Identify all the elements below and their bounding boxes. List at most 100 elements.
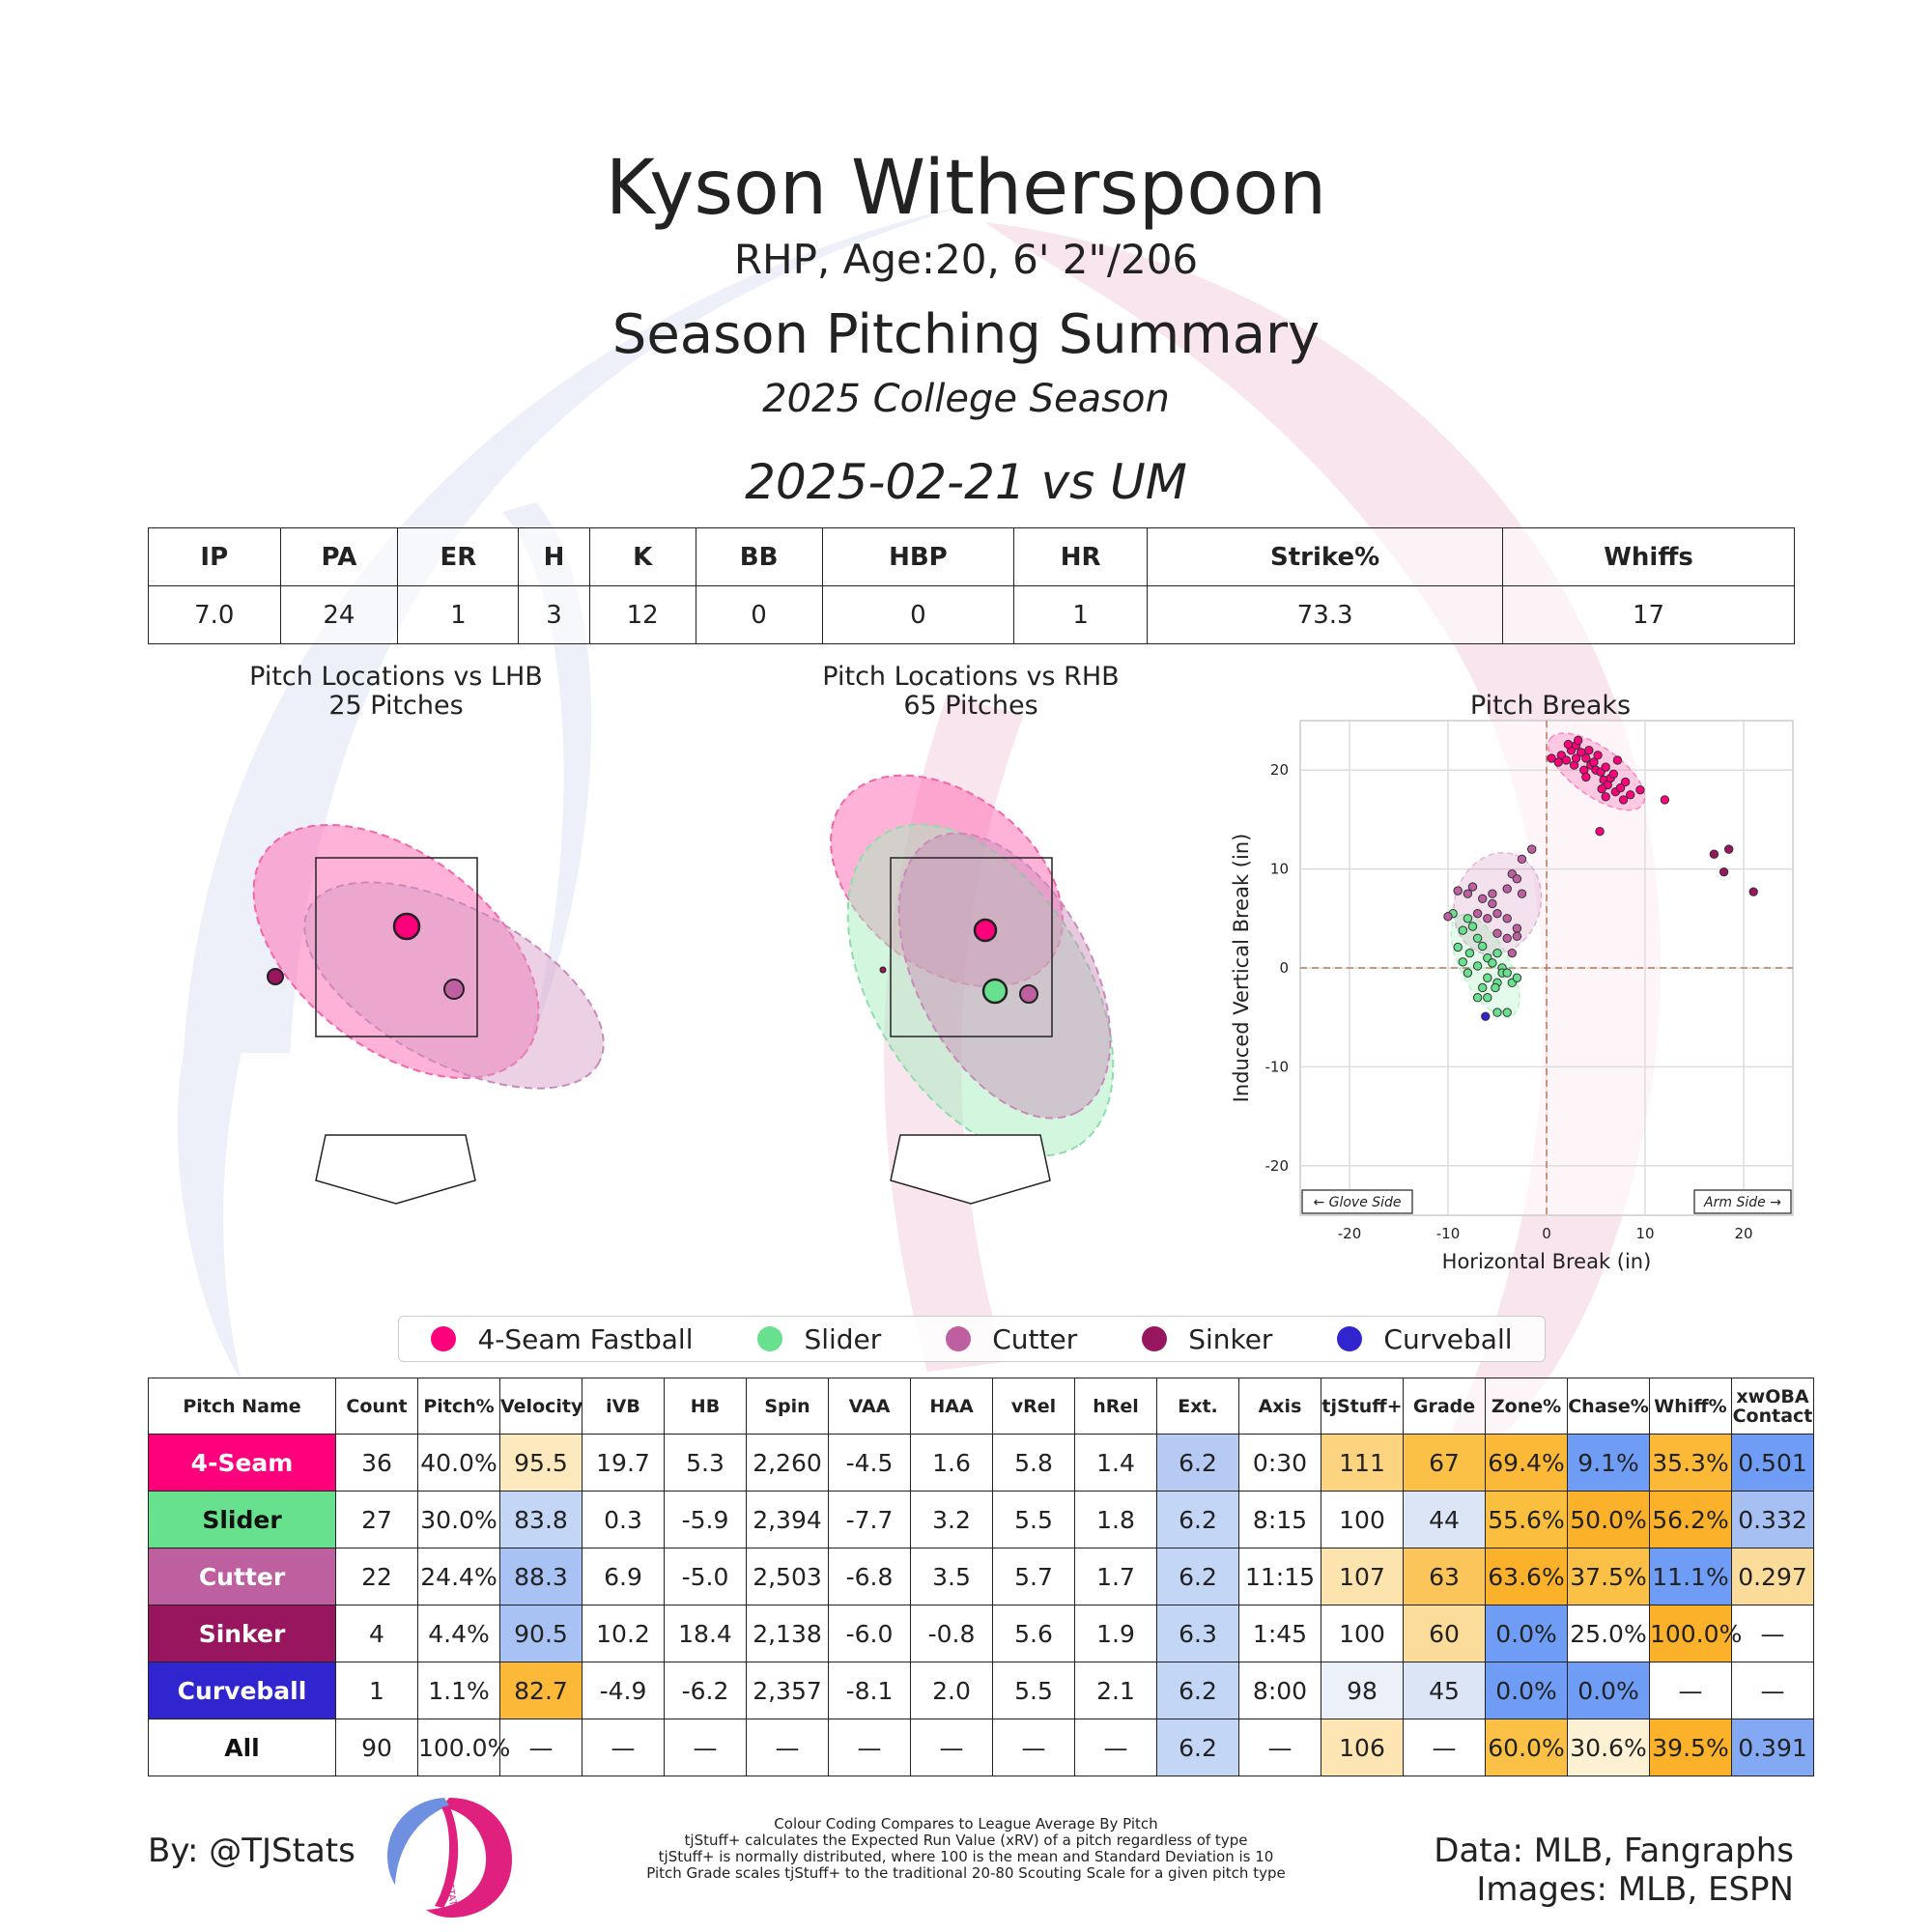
- pitch-table-header-cell: iVB: [582, 1378, 665, 1435]
- pitch-table-cell: 44: [1403, 1491, 1486, 1548]
- pitch-table-cell: 11.1%: [1649, 1548, 1732, 1605]
- pitch-table-cell: 24.4%: [417, 1548, 500, 1605]
- pitch-table-cell: 6.2: [1156, 1491, 1239, 1548]
- player-bio: RHP, Age:20, 6' 2"/206: [733, 236, 1199, 283]
- stat-value: 0: [695, 585, 823, 644]
- pitch-table-cell: —: [1074, 1719, 1157, 1776]
- pitch-table-cell: 2,394: [746, 1491, 829, 1548]
- break-point: [1453, 942, 1463, 952]
- cutter-mean-marker: [443, 979, 465, 1000]
- pitch-table-cell: -5.0: [664, 1548, 747, 1605]
- pitch-table-cell: 3.5: [910, 1548, 993, 1605]
- pitch-metrics-table: Pitch Name Count Pitch% Velocity iVB HB Spin VA…: [148, 1378, 1814, 1776]
- footnote: Pitch Grade scales tjStuff+ to the tradi…: [646, 1864, 1286, 1882]
- sinker-mean-marker: [879, 966, 887, 974]
- pitch-table-header-cell: Pitch Name: [148, 1378, 336, 1435]
- pitch-table-cell: 36: [335, 1434, 418, 1492]
- break-point: [1478, 941, 1488, 952]
- pitch-table-cell: —: [1731, 1662, 1814, 1719]
- break-point: [1491, 982, 1500, 993]
- break-point: [1620, 777, 1631, 787]
- pitch-table-cell: 100: [1321, 1605, 1404, 1662]
- pitch-table-cell: 27: [335, 1491, 418, 1548]
- stat-header: HBP: [821, 527, 1015, 586]
- stat-header: HR: [1013, 527, 1149, 586]
- rhb-location-chart: [830, 774, 1115, 1205]
- break-point: [1608, 769, 1619, 779]
- pitch-table-cell: 63.6%: [1485, 1548, 1568, 1605]
- pitch-table-cell: 0.0%: [1485, 1605, 1568, 1662]
- pitch-table-cell: 1: [335, 1662, 418, 1719]
- y-tick-label: 10: [1270, 861, 1289, 878]
- pitch-table-cell: 0.0%: [1567, 1662, 1650, 1719]
- pitch-table-cell: 100.0%: [1649, 1605, 1742, 1662]
- legend-dot: [757, 1326, 783, 1351]
- break-point: [1443, 912, 1453, 922]
- home-plate: [890, 1134, 1051, 1205]
- break-point: [1527, 844, 1537, 854]
- pitch-table-cell: 2.1: [1074, 1662, 1157, 1719]
- pitch-table-cell: 2.0: [910, 1662, 993, 1719]
- pitch-table-cell: -6.8: [828, 1548, 911, 1605]
- stat-value: 7.0: [148, 585, 281, 644]
- pitch-table-cell: 5.5: [992, 1662, 1075, 1719]
- pitch-table-cell: 35.3%: [1649, 1434, 1732, 1492]
- break-point: [1502, 933, 1512, 943]
- pitch-table-cell: 6.3: [1156, 1605, 1239, 1662]
- data-sources: Data: MLB, Fangraphs Images: MLB, ESPN: [1434, 1832, 1794, 1909]
- pitch-table-cell: 37.5%: [1567, 1548, 1650, 1605]
- break-point: [1571, 753, 1581, 763]
- rhb-panel-title: Pitch Locations vs RHB 65 Pitches: [763, 663, 1179, 721]
- images-source-line: Images: MLB, ESPN: [1476, 1870, 1794, 1909]
- pitch-table-cell: 6.2: [1156, 1662, 1239, 1719]
- x-tick-label: 0: [1542, 1225, 1551, 1242]
- tjstats-logo: STATS: [387, 1798, 512, 1918]
- break-point: [1472, 993, 1483, 1003]
- stat-value: 1: [1013, 585, 1149, 644]
- legend-dot: [431, 1326, 457, 1351]
- pitch-table-cell: 56.2%: [1649, 1491, 1732, 1548]
- break-point: [1502, 884, 1512, 894]
- pitch-table-cell: 30.6%: [1567, 1719, 1650, 1776]
- fastball-mean-marker: [973, 918, 998, 943]
- pitch-table-cell: 18.4: [664, 1605, 747, 1662]
- legend-dot: [1142, 1326, 1168, 1351]
- break-point: [1512, 973, 1522, 982]
- break-point: [1547, 753, 1556, 763]
- pitch-table-cell: -0.8: [910, 1605, 993, 1662]
- cutter-zone-ellipse: [897, 832, 1112, 1120]
- break-point: [1502, 914, 1512, 923]
- break-point: [1458, 925, 1468, 935]
- pitch-legend: 4-Seam Fastball Slider Cutter Sinker Cur…: [398, 1316, 1546, 1362]
- pitch-table-cell: 5.8: [992, 1434, 1075, 1492]
- fastball-mean-marker: [392, 912, 421, 941]
- break-point: [1488, 958, 1497, 968]
- pitch-table-cell: 60: [1403, 1605, 1486, 1662]
- arm-side-box: [1693, 1189, 1792, 1214]
- pitch-table-header-cell: Pitch%: [417, 1378, 500, 1435]
- pitch-name-cell: Slider: [148, 1491, 336, 1548]
- stat-header: BB: [695, 527, 823, 586]
- break-point: [1593, 751, 1603, 760]
- legend-label: 4-Seam Fastball: [477, 1322, 694, 1355]
- legend-label: Cutter: [992, 1322, 1078, 1355]
- rhb-count: 65 Pitches: [903, 691, 1038, 721]
- byline: By: @TJStats: [148, 1832, 355, 1870]
- pitch-table-cell: 2,357: [746, 1662, 829, 1719]
- pitch-table-cell: 55.6%: [1485, 1491, 1568, 1548]
- pitch-table-cell: 9.1%: [1567, 1434, 1650, 1492]
- break-point: [1635, 784, 1645, 795]
- break-point: [1483, 973, 1492, 982]
- pitch-table-cell: 83.8: [499, 1491, 582, 1548]
- glove-side-label: ← Glove Side: [1313, 1195, 1401, 1210]
- footnote: tjStuff+ calculates the Expected Run Val…: [684, 1832, 1248, 1849]
- strike-zone: [315, 857, 478, 1037]
- pitch-table-cell: -6.0: [828, 1605, 911, 1662]
- break-point: [1472, 908, 1483, 919]
- pitch-table-header-cell: Spin: [746, 1378, 829, 1435]
- legend-dot: [1337, 1326, 1363, 1351]
- break-point: [1626, 790, 1635, 800]
- y-axis-label: Induced Vertical Break (in): [1230, 834, 1253, 1103]
- pitch-table-cell: 40.0%: [417, 1434, 500, 1492]
- pitch-table-cell: 106: [1321, 1719, 1404, 1776]
